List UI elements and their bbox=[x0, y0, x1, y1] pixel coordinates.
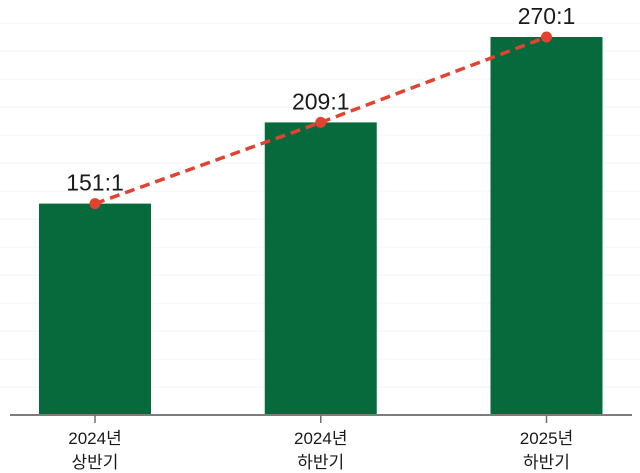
x-axis-label: 하반기 bbox=[297, 453, 344, 472]
data-point-marker bbox=[315, 116, 327, 128]
x-axis-ticks bbox=[94, 415, 548, 423]
x-axis-label: 상반기 bbox=[72, 453, 119, 472]
bar-series bbox=[39, 37, 603, 416]
value-label: 270:1 bbox=[518, 3, 576, 29]
bar bbox=[490, 37, 603, 415]
trend-line-path bbox=[94, 35, 548, 206]
x-axis-label: 2025년 bbox=[520, 429, 573, 448]
bar bbox=[39, 203, 151, 415]
trend-line bbox=[94, 35, 548, 206]
x-axis-label: 하반기 bbox=[523, 453, 570, 472]
x-axis-label: 2024년 bbox=[294, 429, 347, 448]
data-point-marker bbox=[89, 198, 101, 210]
x-axis-label: 2024년 bbox=[68, 429, 121, 448]
data-point-markers bbox=[89, 31, 552, 210]
bar bbox=[264, 122, 377, 416]
data-point-marker bbox=[541, 31, 552, 43]
value-labels: 151:1 209:1 270:1 bbox=[66, 3, 575, 196]
value-label: 151:1 bbox=[66, 170, 124, 196]
value-label: 209:1 bbox=[292, 88, 350, 114]
